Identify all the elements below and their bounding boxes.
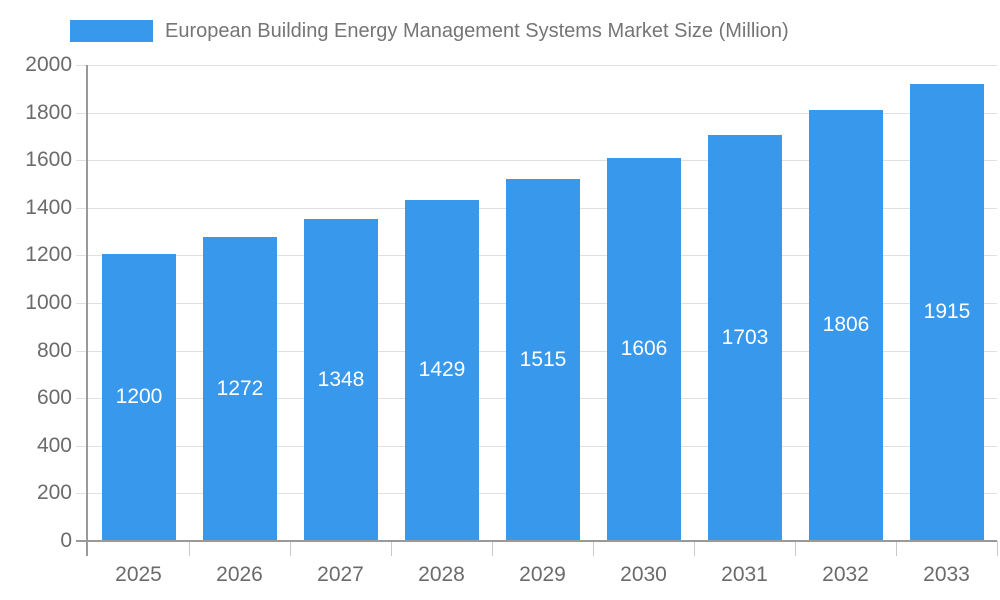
bar-value-label: 1806	[822, 313, 870, 336]
x-axis-tick-label: 2032	[822, 563, 869, 586]
x-axis-tick-label: 2028	[418, 563, 465, 586]
bar-value-label: 1915	[923, 300, 971, 323]
y-axis-tick-label: 1600	[25, 148, 72, 171]
y-gridline	[76, 113, 997, 114]
x-axis-tick	[795, 541, 796, 556]
y-axis-tick-label: 400	[36, 434, 72, 457]
bar-value-label: 1272	[216, 377, 264, 400]
x-axis-tick-label: 2029	[519, 563, 566, 586]
bar	[607, 158, 681, 540]
x-axis-tick-label: 2031	[721, 563, 768, 586]
y-axis-tick-label: 1200	[25, 243, 72, 266]
y-axis-tick-label: 200	[36, 481, 72, 504]
x-axis-tick	[593, 541, 594, 556]
y-axis-tick-label: 0	[60, 529, 72, 552]
bar-value-label: 1606	[620, 337, 668, 360]
legend-swatch	[70, 20, 153, 42]
y-axis-tick-label: 800	[36, 339, 72, 362]
bar	[910, 84, 984, 540]
bar-value-label: 1200	[115, 385, 163, 408]
y-axis-tick-label: 2000	[25, 53, 72, 76]
x-axis-tick	[189, 541, 190, 556]
bar	[708, 135, 782, 540]
bar	[304, 219, 378, 540]
x-axis-tick	[391, 541, 392, 556]
x-axis-tick	[896, 541, 897, 556]
bar	[102, 254, 176, 540]
y-axis-tick-label: 1800	[25, 101, 72, 124]
x-axis-tick	[997, 541, 998, 556]
bar-value-label: 1515	[519, 348, 567, 371]
x-axis-tick-label: 2027	[317, 563, 364, 586]
chart-legend[interactable]: European Building Energy Management Syst…	[70, 20, 789, 42]
x-axis-tick	[290, 541, 291, 556]
bar	[809, 110, 883, 540]
y-axis-line	[86, 65, 88, 556]
y-axis-tick-label: 600	[36, 386, 72, 409]
x-axis-line	[76, 540, 997, 542]
x-axis-tick	[492, 541, 493, 556]
x-axis-tick-label: 2025	[115, 563, 162, 586]
x-axis-tick-label: 2026	[216, 563, 263, 586]
y-gridline	[76, 65, 997, 66]
bar	[506, 179, 580, 540]
chart-title: European Building Energy Management Syst…	[165, 19, 789, 42]
x-axis-tick-label: 2033	[923, 563, 970, 586]
y-gridline	[76, 160, 997, 161]
bar	[405, 200, 479, 540]
y-axis-tick-label: 1000	[25, 291, 72, 314]
bar	[203, 237, 277, 540]
bar-value-label: 1703	[721, 326, 769, 349]
bar-value-label: 1429	[418, 358, 466, 381]
y-axis-tick-label: 1400	[25, 196, 72, 219]
x-axis-tick	[694, 541, 695, 556]
x-axis-tick-label: 2030	[620, 563, 667, 586]
bar-value-label: 1348	[317, 368, 365, 391]
